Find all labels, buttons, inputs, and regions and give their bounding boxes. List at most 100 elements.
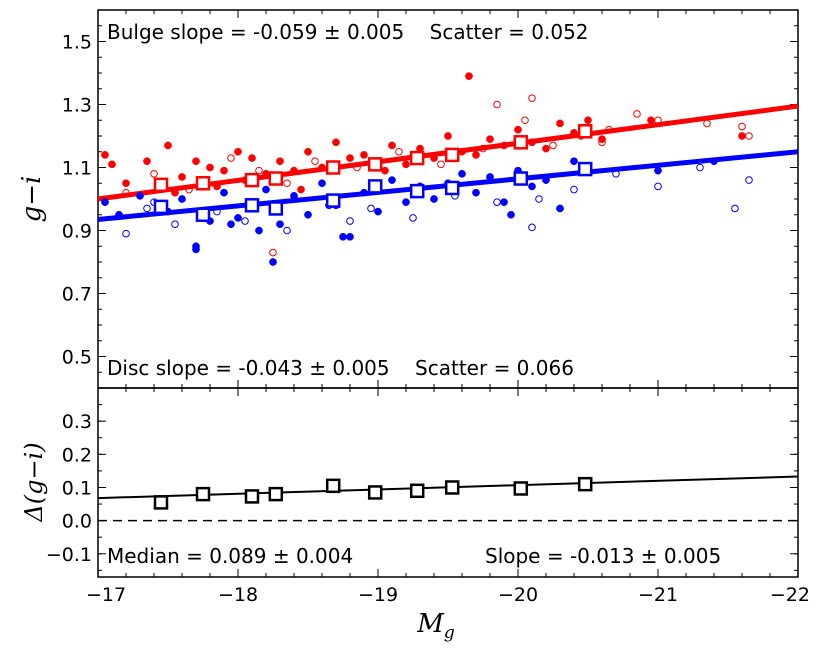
median-annotation: Median = 0.089 ± 0.004	[107, 544, 353, 568]
bulge-open-point	[493, 100, 501, 109]
bulge-filled-point	[143, 157, 151, 166]
bottom-y-tick-label: 0.3	[62, 411, 92, 433]
disc-filled-point	[500, 198, 508, 206]
top-y-tick-label: 0.7	[62, 284, 92, 306]
disc-filled-point	[101, 198, 109, 206]
disc-median-marker	[325, 193, 341, 208]
bulge-filled-point	[472, 151, 480, 159]
disc-open-point	[283, 226, 291, 235]
disc-filled-point	[710, 157, 718, 166]
disc-open-point	[745, 176, 753, 184]
bulge-filled-point	[108, 160, 116, 169]
x-tick-label: −21	[638, 584, 678, 606]
bulge-filled-point	[465, 72, 473, 81]
offset-marker	[325, 478, 341, 494]
x-axis-label-subscript: g	[444, 623, 455, 643]
bulge-median-marker	[195, 176, 211, 191]
x-tick-label: −18	[218, 584, 258, 606]
disc-filled-point	[430, 195, 438, 203]
disc-filled-point	[262, 185, 270, 194]
top-y-tick-label: 1.5	[62, 32, 92, 54]
bulge-filled-point	[262, 169, 270, 178]
bulge-open-point	[738, 122, 746, 131]
bulge-filled-point	[444, 132, 452, 140]
offset-marker	[513, 481, 529, 496]
bulge-annotation: Bulge slope = -0.059 ± 0.005 Scatter = 0…	[107, 20, 589, 44]
disc-filled-point	[318, 179, 326, 188]
disc-filled-point	[654, 166, 662, 175]
bulge-filled-point	[360, 151, 368, 159]
offset-marker	[444, 480, 460, 495]
x-tick-label: −22	[770, 584, 810, 606]
disc-open-point	[535, 195, 543, 203]
bulge-filled-point	[556, 119, 564, 128]
disc-filled-point	[255, 226, 263, 235]
bulge-open-point	[395, 147, 403, 156]
disc-filled-point	[388, 176, 396, 184]
disc-open-point	[241, 217, 249, 225]
disc-open-point	[143, 204, 151, 213]
bulge-open-point	[528, 94, 536, 102]
disc-open-point	[346, 217, 354, 225]
disc-open-point	[654, 182, 662, 191]
disc-filled-point	[220, 188, 228, 197]
disc-filled-point	[192, 245, 200, 254]
slope-annotation: Slope = -0.013 ± 0.005	[485, 544, 721, 568]
bulge-open-point	[269, 248, 277, 257]
top-panel: 0.5 0.7 0.9 1.1 1.3 1.5 Bulge slope = -0.059 …	[17, 9, 799, 389]
bulge-median-marker	[367, 157, 383, 172]
bottom-plot-frame	[97, 387, 799, 578]
disc-filled-point	[346, 232, 354, 241]
bulge-filled-point	[178, 173, 186, 181]
top-fit-lines	[97, 103, 799, 222]
top-y-axis-label: g−i	[17, 176, 47, 223]
disc-open-point	[493, 198, 501, 206]
bulge-filled-point	[584, 116, 592, 125]
offset-marker	[367, 485, 383, 500]
offset-marker	[409, 483, 425, 499]
disc-filled-point	[276, 220, 284, 229]
offset-marker	[244, 489, 260, 504]
disc-filled-point	[556, 204, 564, 213]
bulge-filled-point	[458, 147, 466, 156]
bulge-filled-point	[248, 154, 256, 162]
bulge-filled-point	[297, 185, 305, 194]
disc-filled-point	[360, 188, 368, 197]
top-y-tick-label: 0.9	[62, 221, 92, 243]
bulge-filled-point	[290, 166, 298, 175]
x-tick-label: −19	[358, 584, 398, 606]
disc-open-point	[122, 229, 130, 238]
top-y-tick-label: 1.1	[62, 158, 92, 180]
disc-filled-point	[136, 192, 144, 200]
disc-filled-point	[304, 210, 312, 219]
offset-marker	[268, 486, 284, 502]
bulge-filled-point	[542, 144, 550, 153]
disc-filled-point	[227, 220, 235, 229]
disc-median-marker	[367, 179, 383, 194]
bulge-filled-point	[122, 179, 130, 188]
bottom-y-tick-label: 0.0	[62, 511, 92, 533]
disc-filled-point	[542, 176, 550, 184]
disc-median-marker	[268, 201, 284, 216]
bulge-open-point	[311, 157, 319, 165]
x-tick-label: −17	[86, 584, 126, 606]
bulge-filled-point	[486, 135, 494, 143]
disc-filled-point	[486, 173, 494, 181]
disc-filled-point	[115, 210, 123, 219]
bulge-median-marker	[244, 172, 260, 188]
bulge-filled-point	[528, 138, 536, 147]
disc-median-marker	[409, 183, 425, 199]
disc-median-marker	[244, 198, 260, 213]
top-plot-frame	[97, 9, 799, 389]
x-tick-label: −20	[498, 584, 538, 606]
disc-filled-point	[269, 258, 277, 266]
bulge-open-point	[437, 160, 445, 169]
bulge-median-marker	[325, 160, 341, 175]
bulge-open-point	[185, 185, 193, 194]
bulge-open-point	[633, 110, 641, 118]
bulge-filled-point	[346, 154, 354, 162]
disc-open-point	[409, 214, 417, 222]
disc-filled-point	[458, 169, 466, 178]
top-y-tick-label: 1.3	[62, 95, 92, 117]
